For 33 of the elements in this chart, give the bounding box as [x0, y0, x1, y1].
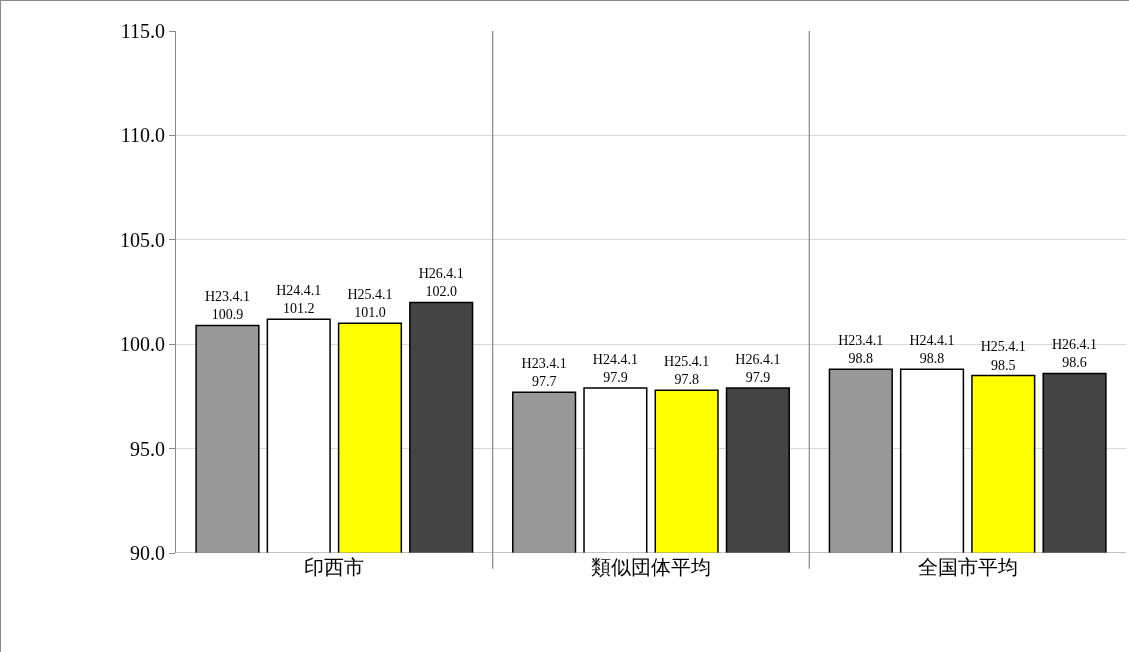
text: H26.4.1 — [1051, 337, 1098, 353]
text: H23.4.1 — [204, 289, 251, 305]
data-label: 97.9 — [745, 370, 771, 386]
x-tick-label: 印西市 — [304, 555, 365, 579]
series-label: H26.4.1 — [418, 266, 464, 282]
y-tick-label: 105.0 — [120, 228, 165, 251]
series-label: H25.4.1 — [347, 287, 393, 303]
data-label: 97.9 — [603, 370, 628, 386]
data-label: 98.8 — [919, 351, 945, 367]
data-label: 97.7 — [531, 374, 557, 390]
y-tick-label: 115.0 — [120, 20, 165, 42]
x-tick-label: 類似団体平均 — [591, 555, 711, 579]
text: H26.4.1 — [735, 351, 781, 367]
text: H24.4.1 — [909, 333, 955, 349]
data-label: 102.0 — [425, 284, 457, 300]
data-label: 101.2 — [282, 301, 315, 317]
y-tick-label: 95.0 — [130, 437, 165, 460]
data-label: 100.9 — [211, 307, 244, 323]
text: H23.4.1 — [521, 356, 567, 372]
series-label: H24.4.1 — [276, 282, 322, 298]
data-label: 98.5 — [991, 357, 1016, 373]
data-label: 101.0 — [354, 305, 386, 321]
series-label: H23.4.1 — [838, 333, 884, 349]
y-tick-label: 100.0 — [120, 333, 165, 356]
y-tick-label: 110.0 — [120, 124, 165, 147]
text: H25.4.1 — [980, 339, 1026, 355]
text: H25.4.1 — [664, 353, 710, 369]
x-tick-label: 全国市平均 — [917, 555, 1018, 579]
text: H24.4.1 — [592, 351, 638, 367]
y-tick-label: 90.0 — [130, 542, 165, 564]
data-label: 97.8 — [674, 372, 699, 388]
data-label: 98.6 — [1062, 355, 1087, 371]
data-label: 98.8 — [848, 351, 874, 367]
